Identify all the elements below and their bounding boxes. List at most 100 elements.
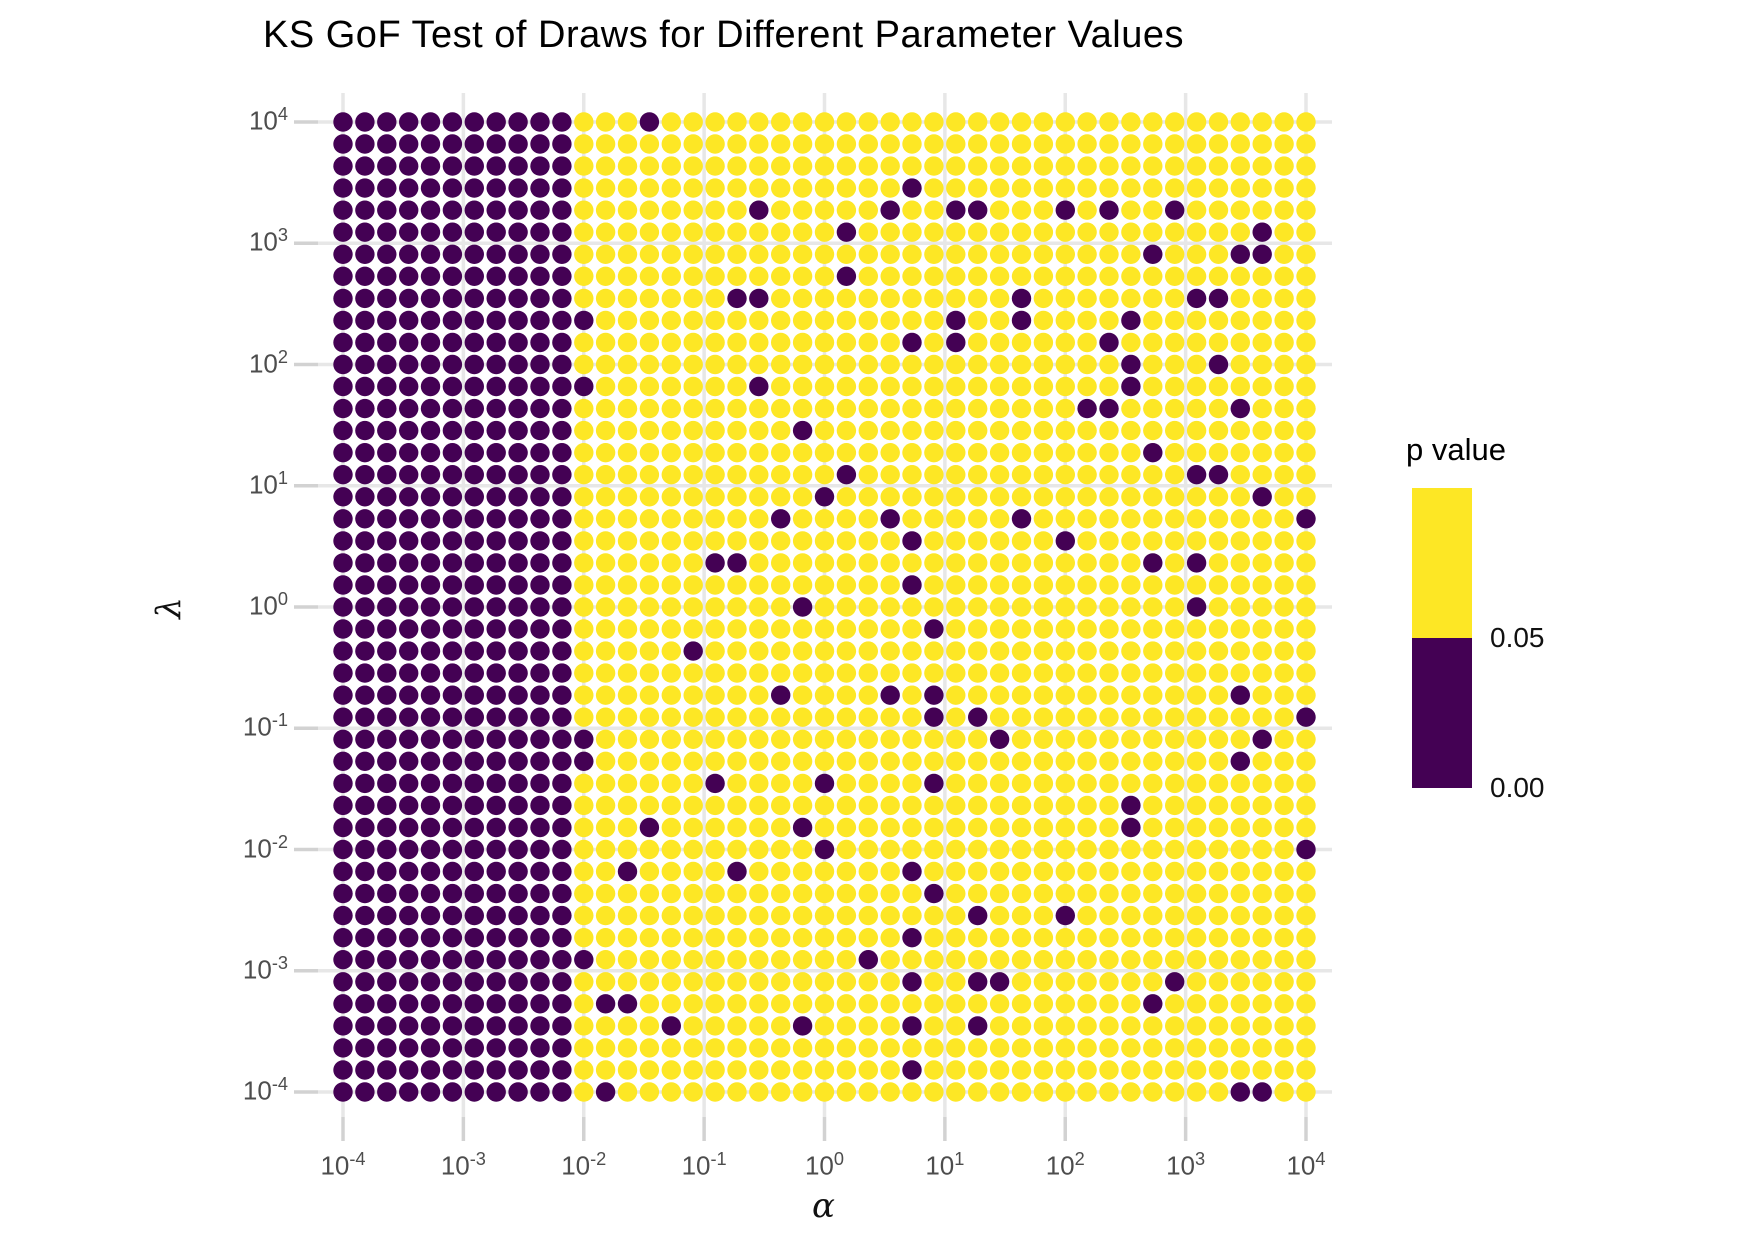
data-point-low-p [530, 619, 550, 639]
data-point-low-p [486, 310, 506, 331]
data-point-high-p [705, 861, 725, 882]
data-point-low-p [552, 1082, 572, 1102]
data-point-high-p [574, 575, 594, 595]
data-point-high-p [1296, 310, 1316, 331]
data-point-high-p [683, 950, 703, 970]
data-point-high-p [1274, 178, 1294, 198]
data-point-low-p [595, 1082, 616, 1102]
data-point-high-p [1077, 817, 1097, 838]
data-point-low-p [464, 641, 484, 661]
data-point-high-p [1230, 200, 1251, 220]
data-point-low-p [1121, 376, 1141, 397]
data-point-high-p [880, 553, 900, 573]
data-point-high-p [858, 420, 878, 441]
data-point-low-p [377, 1082, 397, 1102]
data-point-high-p [617, 112, 638, 132]
data-point-low-p [486, 156, 506, 176]
data-point-high-p [1274, 839, 1294, 860]
data-point-high-p [1274, 1016, 1294, 1036]
data-point-high-p [771, 839, 791, 860]
data-point-high-p [1033, 531, 1054, 551]
data-point-high-p [968, 928, 988, 948]
data-point-high-p [1186, 839, 1207, 860]
data-point-high-p [705, 994, 725, 1014]
data-point-low-p [508, 663, 528, 683]
data-point-low-p [1296, 839, 1316, 860]
data-point-high-p [661, 994, 681, 1014]
data-point-high-p [1230, 156, 1251, 176]
data-point-high-p [814, 641, 835, 661]
data-point-low-p [530, 156, 550, 176]
data-point-low-p [552, 994, 572, 1014]
data-point-high-p [749, 244, 769, 264]
data-point-low-p [442, 420, 463, 441]
data-point-low-p [377, 950, 397, 970]
data-point-high-p [946, 729, 966, 749]
data-point-high-p [771, 332, 791, 353]
data-point-high-p [1208, 1016, 1229, 1036]
data-point-high-p [1274, 553, 1294, 573]
data-point-high-p [1011, 707, 1032, 727]
data-point-high-p [836, 994, 857, 1014]
data-point-high-p [924, 134, 944, 154]
data-point-high-p [1099, 575, 1119, 595]
data-point-high-p [749, 795, 769, 816]
data-point-low-p [333, 354, 353, 375]
data-point-high-p [1121, 222, 1141, 242]
data-point-high-p [1033, 619, 1054, 639]
data-point-high-p [858, 641, 878, 661]
data-point-high-p [639, 443, 660, 463]
data-point-high-p [1252, 112, 1272, 132]
data-point-high-p [989, 839, 1010, 860]
data-point-low-p [814, 773, 835, 794]
data-point-low-p [399, 1082, 419, 1102]
data-point-high-p [1165, 354, 1185, 375]
data-point-low-p [377, 1060, 397, 1080]
data-point-low-p [617, 861, 638, 882]
data-point-low-p [792, 817, 813, 838]
data-point-high-p [1230, 112, 1251, 132]
data-point-high-p [1274, 928, 1294, 948]
data-point-high-p [661, 288, 681, 309]
data-point-high-p [1011, 266, 1032, 286]
data-point-high-p [880, 597, 900, 617]
data-point-low-p [420, 354, 441, 375]
data-point-high-p [1099, 465, 1119, 485]
data-point-high-p [705, 509, 725, 529]
data-point-high-p [771, 817, 791, 838]
data-point-high-p [946, 839, 966, 860]
data-point-high-p [639, 509, 660, 529]
data-point-high-p [595, 134, 616, 154]
data-point-low-p [530, 531, 550, 551]
data-point-high-p [1296, 883, 1316, 904]
data-point-low-p [355, 531, 375, 551]
data-point-low-p [442, 487, 463, 507]
data-point-high-p [771, 1060, 791, 1080]
data-point-high-p [1121, 1082, 1141, 1102]
data-point-high-p [1077, 972, 1097, 992]
data-point-high-p [1208, 751, 1229, 771]
data-point-low-p [1055, 905, 1076, 926]
data-point-high-p [617, 465, 638, 485]
data-point-high-p [1033, 641, 1054, 661]
data-point-high-p [1274, 112, 1294, 132]
data-point-high-p [749, 817, 769, 838]
data-point-high-p [1296, 795, 1316, 816]
data-point-high-p [1143, 773, 1163, 794]
data-point-high-p [902, 112, 922, 132]
data-point-high-p [858, 685, 878, 705]
data-point-high-p [836, 663, 857, 683]
data-point-high-p [705, 928, 725, 948]
data-point-high-p [814, 134, 835, 154]
data-point-high-p [836, 773, 857, 794]
data-point-high-p [814, 883, 835, 904]
data-point-high-p [1055, 817, 1076, 838]
data-point-high-p [771, 487, 791, 507]
data-point-high-p [639, 1038, 660, 1058]
data-point-high-p [989, 398, 1010, 419]
data-point-high-p [617, 795, 638, 816]
data-point-low-p [464, 420, 484, 441]
data-point-high-p [1055, 244, 1076, 264]
data-point-high-p [1274, 685, 1294, 705]
